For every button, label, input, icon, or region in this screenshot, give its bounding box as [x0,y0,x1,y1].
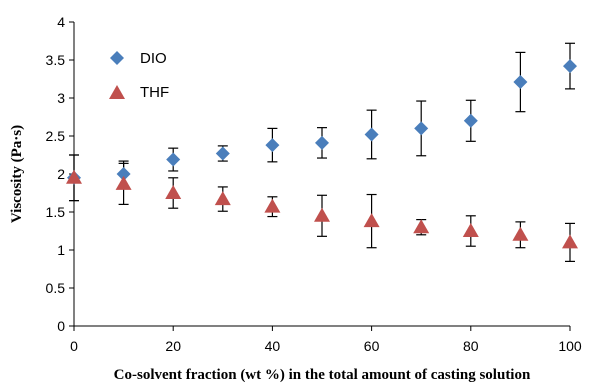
data-point-dio [265,138,280,153]
y-axis-label: Viscosity (Pa·s) [9,125,25,223]
y-tick-label: 1 [57,242,65,258]
legend-marker-dio [110,51,124,65]
data-point-dio [563,59,577,74]
y-tick-label: 3 [57,90,65,106]
x-tick-label: 40 [265,338,281,354]
data-point-thf [363,213,380,228]
data-point-thf [562,234,578,249]
data-points [66,59,578,249]
data-point-thf [165,185,182,199]
error-bars [69,42,575,262]
y-tick-label: 2.5 [46,128,66,144]
data-point-dio [513,75,528,90]
data-point-dio [414,121,429,136]
legend: DIO THF [109,50,169,101]
x-tick-label: 100 [558,338,582,354]
data-point-thf [413,219,430,234]
y-tick-label: 4 [57,14,65,30]
data-point-thf [115,175,132,190]
data-point-thf [214,191,231,206]
y-tick-label: 1.5 [46,204,66,220]
x-tick-label: 20 [165,338,181,354]
x-axis-label: Co-solvent fraction (wt %) in the total … [114,367,531,383]
legend-label-thf: THF [140,84,169,101]
x-tick-label: 0 [70,338,78,354]
legend-label-dio: DIO [140,50,167,67]
data-point-dio [315,135,329,150]
x-tick-label: 60 [364,338,380,354]
data-point-thf [512,226,529,241]
axes [73,22,570,327]
data-point-dio [215,146,230,161]
data-point-thf [462,223,479,237]
x-ticks: 0 20 40 60 80 100 [70,326,582,354]
y-tick-label: 3.5 [46,52,66,68]
data-point-thf [314,207,330,222]
y-tick-label: 2 [57,166,65,182]
y-ticks: 0 0.5 1 1.5 2 2.5 3 3.5 4 [46,14,74,334]
data-point-dio [116,167,131,181]
data-point-thf [66,169,82,184]
legend-marker-thf [109,85,125,99]
data-point-dio [166,152,181,167]
y-tick-label: 0 [57,318,65,334]
data-point-dio [463,113,478,128]
y-tick-label: 0.5 [46,280,66,296]
data-point-thf [264,198,281,213]
data-point-dio [364,127,379,142]
x-tick-label: 80 [463,338,479,354]
